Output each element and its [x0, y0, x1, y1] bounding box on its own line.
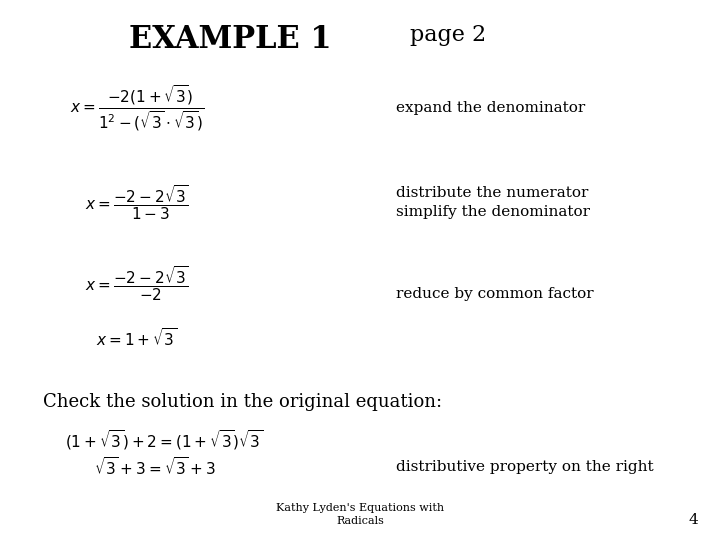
Text: $x=\dfrac{-2-2\sqrt{3}}{-2}$: $x=\dfrac{-2-2\sqrt{3}}{-2}$ [85, 264, 189, 303]
Text: $x=\dfrac{-2-2\sqrt{3}}{1-3}$: $x=\dfrac{-2-2\sqrt{3}}{1-3}$ [85, 183, 189, 222]
Text: $(1+\sqrt{3})+2=(1+\sqrt{3})\sqrt{3}$: $(1+\sqrt{3})+2=(1+\sqrt{3})\sqrt{3}$ [65, 428, 264, 452]
Text: Check the solution in the original equation:: Check the solution in the original equat… [43, 393, 442, 411]
Text: EXAMPLE 1: EXAMPLE 1 [129, 24, 332, 55]
Text: expand the denominator: expand the denominator [396, 101, 585, 115]
Text: reduce by common factor: reduce by common factor [396, 287, 593, 301]
Text: $x=\dfrac{-2(1+\sqrt{3})}{1^{2}-(\sqrt{3}\cdot\sqrt{3})}$: $x=\dfrac{-2(1+\sqrt{3})}{1^{2}-(\sqrt{3… [70, 83, 204, 133]
Text: 4: 4 [688, 512, 698, 526]
Text: Kathy Lyden's Equations with
Radicals: Kathy Lyden's Equations with Radicals [276, 503, 444, 526]
Text: $\sqrt{3}+3=\sqrt{3}+3$: $\sqrt{3}+3=\sqrt{3}+3$ [94, 456, 216, 478]
Text: distributive property on the right: distributive property on the right [396, 460, 654, 474]
Text: page 2: page 2 [410, 24, 487, 46]
Text: $x=1+\sqrt{3}$: $x=1+\sqrt{3}$ [96, 327, 178, 348]
Text: distribute the numerator
simplify the denominator: distribute the numerator simplify the de… [396, 186, 590, 219]
